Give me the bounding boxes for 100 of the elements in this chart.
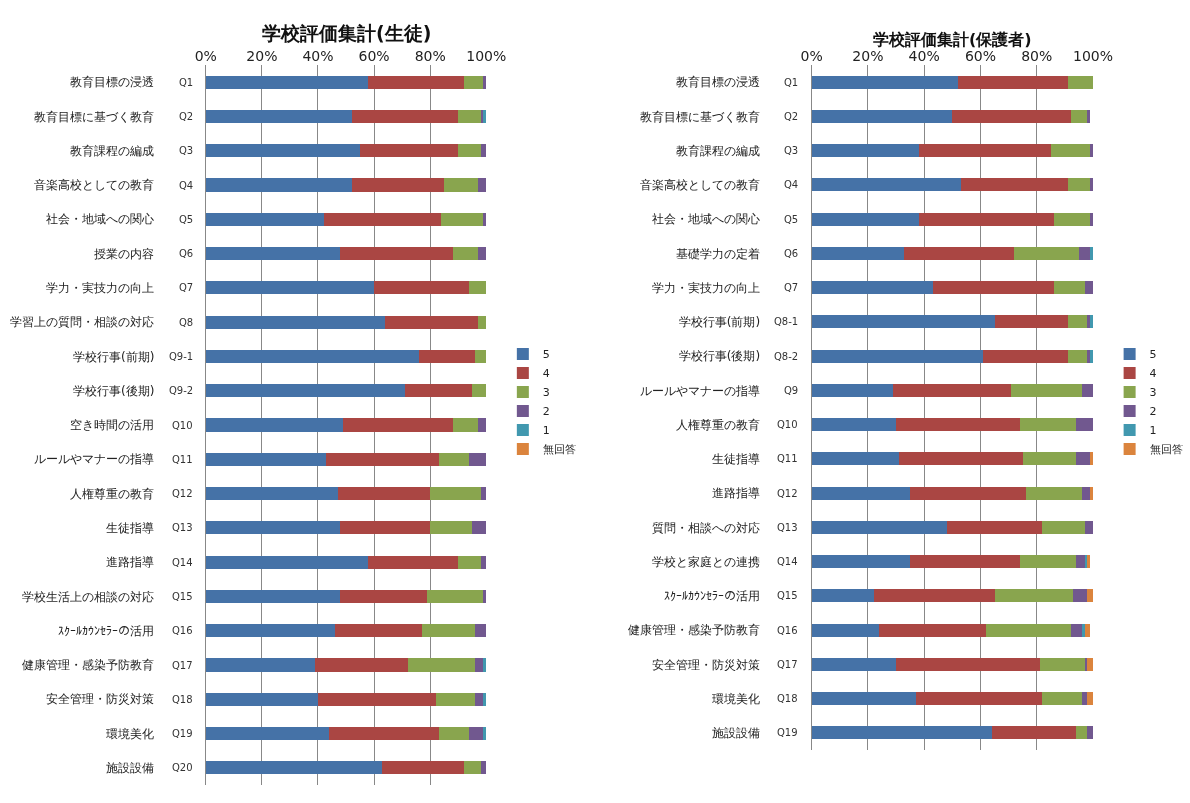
legend-label: 無回答 bbox=[1149, 443, 1183, 457]
bar bbox=[1011, 383, 1082, 397]
bar bbox=[811, 281, 933, 295]
bar bbox=[463, 761, 481, 775]
text: Q15 bbox=[777, 590, 798, 601]
chart-title: 学校評価集計(保護者) bbox=[873, 30, 1032, 49]
bar bbox=[340, 247, 453, 261]
y-tick-label: 人権尊重の教育 bbox=[676, 417, 761, 432]
bar bbox=[472, 521, 487, 535]
y-tick-label: 学校と家庭との連携 bbox=[652, 554, 761, 569]
bar bbox=[438, 452, 470, 466]
y-tick-label: 施設設備 bbox=[106, 761, 155, 776]
bar bbox=[317, 692, 436, 706]
bar bbox=[811, 555, 911, 569]
bar bbox=[385, 315, 478, 329]
text: Q17 bbox=[172, 660, 193, 671]
text: Q5 bbox=[784, 214, 799, 225]
bar bbox=[205, 178, 352, 192]
text: Q8-1 bbox=[774, 316, 799, 327]
text: Q6 bbox=[179, 248, 194, 259]
text: Q3 bbox=[784, 145, 799, 156]
bar bbox=[477, 315, 487, 329]
bar bbox=[1090, 246, 1094, 260]
text: Q19 bbox=[172, 728, 193, 739]
bar bbox=[326, 452, 439, 466]
text: Q9-1 bbox=[169, 351, 194, 362]
y-tick-label: 社会・地域への関心 bbox=[652, 212, 761, 227]
y-tick-label: 安全管理・防災対策 bbox=[652, 657, 761, 672]
bar bbox=[469, 281, 487, 295]
bar bbox=[1087, 109, 1091, 123]
bar bbox=[983, 349, 1068, 363]
bar bbox=[1053, 212, 1091, 226]
bar bbox=[811, 657, 897, 671]
bar bbox=[910, 555, 1020, 569]
bar bbox=[1067, 75, 1094, 89]
bar bbox=[418, 349, 476, 363]
bar bbox=[469, 452, 487, 466]
text: Q7 bbox=[784, 282, 799, 293]
x-tick-label: 80% bbox=[414, 48, 446, 65]
bar bbox=[915, 692, 1043, 706]
y-tick-label: 環境美化 bbox=[712, 691, 761, 706]
bar bbox=[1084, 281, 1094, 295]
bar bbox=[368, 75, 464, 89]
bar bbox=[205, 452, 327, 466]
bar bbox=[879, 623, 987, 637]
bar bbox=[1084, 520, 1094, 534]
y-tick-label: 教育目標の浸透 bbox=[70, 75, 155, 90]
bar bbox=[205, 247, 341, 261]
bar bbox=[986, 623, 1071, 637]
bar bbox=[343, 418, 453, 432]
y-tick-label: 生徒指導 bbox=[106, 521, 155, 536]
bar bbox=[458, 144, 481, 158]
y-tick-label: 音楽高校としての教育 bbox=[34, 178, 155, 193]
y-tick-label: 教育課程の編成 bbox=[70, 143, 155, 158]
x-tick-label: 0% bbox=[194, 48, 217, 65]
text: Q1 bbox=[179, 77, 194, 88]
y-tick-label: ルールやマナーの指導 bbox=[34, 452, 155, 467]
bar bbox=[893, 383, 1012, 397]
x-tick-label: 40% bbox=[302, 48, 334, 65]
bar bbox=[994, 315, 1068, 329]
x-tick-label: 60% bbox=[358, 48, 390, 65]
bar bbox=[483, 589, 487, 603]
legend-label: 3 bbox=[1149, 386, 1157, 400]
bar bbox=[421, 624, 476, 638]
bar bbox=[811, 692, 916, 706]
text: Q17 bbox=[777, 659, 798, 670]
bar bbox=[811, 212, 919, 226]
legend-label: 無回答 bbox=[542, 443, 576, 457]
text: Q15 bbox=[172, 591, 193, 602]
bar bbox=[811, 726, 992, 740]
legend-label: 2 bbox=[542, 405, 550, 419]
y-tick-label: 教育目標の浸透 bbox=[676, 75, 761, 90]
bar bbox=[458, 109, 481, 123]
bar bbox=[1025, 486, 1082, 500]
bar bbox=[1081, 486, 1091, 500]
text: Q14 bbox=[777, 556, 798, 567]
chart-title: 学校評価集計(生徒) bbox=[262, 22, 432, 44]
bar bbox=[483, 75, 487, 89]
bar bbox=[205, 212, 324, 226]
text: Q10 bbox=[172, 420, 193, 431]
bar bbox=[452, 418, 478, 432]
bar bbox=[946, 520, 1043, 534]
bar bbox=[469, 727, 484, 741]
bar bbox=[811, 486, 911, 500]
bar bbox=[205, 384, 405, 398]
bar bbox=[407, 658, 476, 672]
x-tick-label: 20% bbox=[246, 48, 278, 65]
bar bbox=[205, 487, 338, 501]
y-tick-label: 教育目標に基づく教育 bbox=[640, 109, 761, 124]
y-tick-label: 生徒指導 bbox=[712, 452, 761, 467]
y-tick-label: 学習上の質問・相談の対応 bbox=[10, 315, 155, 330]
bar bbox=[1090, 144, 1094, 158]
bar bbox=[1087, 589, 1094, 603]
x-tick-label: 20% bbox=[852, 48, 884, 65]
y-tick-label: 施設設備 bbox=[712, 726, 761, 741]
text: Q2 bbox=[179, 111, 194, 122]
text: Q12 bbox=[777, 488, 798, 499]
text: Q9 bbox=[784, 385, 799, 396]
y-tick-label: 人権尊重の教育 bbox=[70, 486, 155, 501]
x-tick-label: 100% bbox=[1073, 48, 1114, 65]
